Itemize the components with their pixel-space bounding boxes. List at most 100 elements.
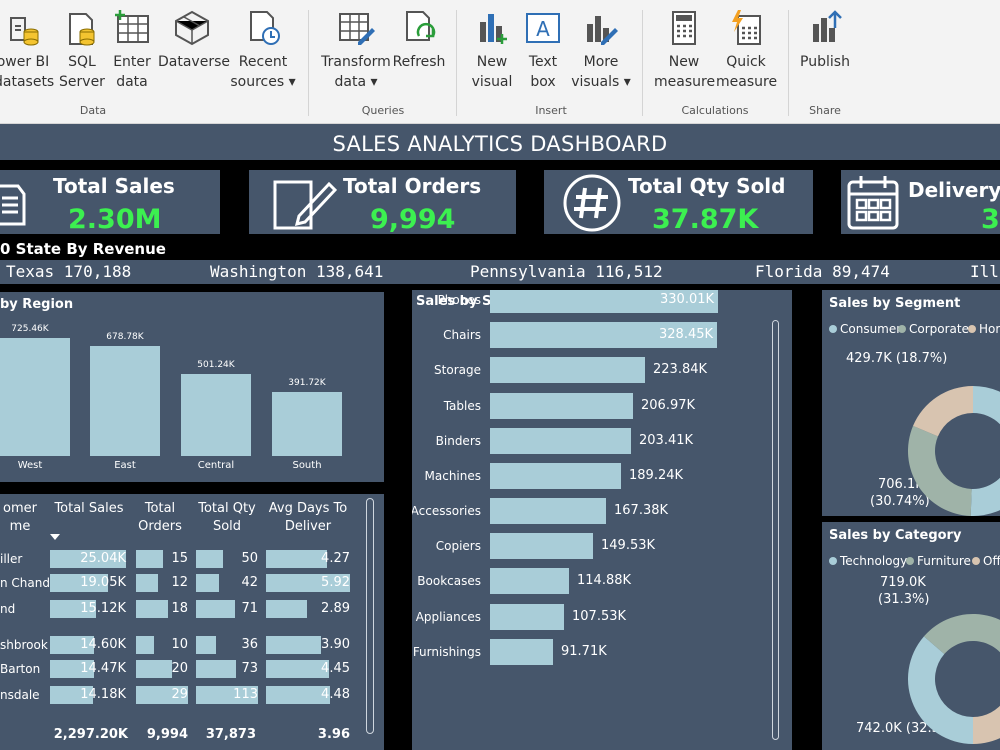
sales-by-category-chart[interactable]: Sales by Category Technology Furniture O… [822, 522, 1000, 750]
dataverse-icon [172, 8, 212, 48]
more-visuals-button[interactable]: More visuals ▾ [568, 8, 634, 92]
legend-office-supplies[interactable]: Offi [972, 554, 1000, 568]
sql-server-button[interactable]: SQL Server [58, 8, 106, 92]
data-label: 114.88K [577, 568, 631, 594]
ticker-item: Ill [970, 260, 999, 284]
data-label: 501.24K [176, 360, 256, 370]
more-visuals-label-1: More [568, 52, 634, 72]
donut-slice[interactable] [973, 654, 1000, 744]
column-header[interactable]: omer me [0, 500, 60, 536]
kpi-total-sales-label: Total Sales [53, 174, 175, 198]
recent-sources-button[interactable]: Recent sources ▾ [230, 8, 296, 92]
cell-value: 42 [196, 574, 258, 592]
dashboard-title: SALES ANALYTICS DASHBOARD [0, 124, 1000, 160]
legend-consumer[interactable]: Consumer [829, 322, 901, 336]
state-revenue-title: 0 State By Revenue [0, 238, 1000, 260]
bar-west[interactable] [0, 338, 70, 456]
customer-table[interactable]: omer me Total Sales Total Orders Total Qty Sol… [0, 494, 384, 750]
kpi-total-sales[interactable]: Total Sales 2.30M [0, 170, 220, 234]
column-header[interactable]: Avg Days To Deliver [262, 500, 354, 536]
quick-measure-label-1: Quick [716, 52, 776, 72]
data-label: 330.01K [660, 290, 714, 313]
kpi-total-qty-sold[interactable]: Total Qty Sold 37.87K [544, 170, 813, 234]
ticker-item: Texas 170,188 [6, 260, 131, 284]
ribbon-toolbar: ower BI datasets SQL Server Enter data D… [0, 0, 1000, 124]
more-visuals-icon [581, 8, 621, 48]
power-bi-datasets-button[interactable]: ower BI datasets [0, 8, 52, 92]
table-scrollbar[interactable] [366, 498, 374, 734]
sql-server-label-2: Server [58, 72, 106, 92]
cell-value: 36 [196, 636, 258, 654]
bar-bookcases[interactable] [490, 568, 569, 594]
bar-south[interactable] [272, 392, 342, 456]
legend-home-office[interactable]: Hom [968, 322, 1000, 336]
axis-label: Binders [412, 428, 481, 454]
legend-label: Offi [983, 554, 1000, 568]
enter-data-button[interactable]: Enter data [108, 8, 156, 92]
bar-east[interactable] [90, 346, 160, 456]
bar-tables[interactable] [490, 393, 633, 419]
data-label: 223.84K [653, 357, 707, 383]
data-label: 719.0K [880, 574, 926, 591]
sales-by-subcategory-chart[interactable]: Sales by Sub-Category Phones330.01KChair… [412, 290, 792, 750]
quick-measure-button[interactable]: Quick measure [716, 8, 776, 92]
donut-slice[interactable] [908, 426, 972, 516]
sales-by-region-chart[interactable]: by Region 725.46K West 678.78K East 501.24K C… [0, 292, 384, 482]
text-box-button[interactable]: A Text box [520, 8, 566, 92]
order-form-icon [271, 176, 337, 230]
legend-furniture[interactable]: Furniture [906, 554, 971, 568]
text-box-icon: A [523, 8, 563, 48]
total-value: 37,873 [196, 726, 256, 744]
publish-icon [805, 8, 845, 48]
ribbon-divider [788, 10, 789, 116]
ribbon-divider [642, 10, 643, 116]
sort-arrow-icon[interactable] [50, 534, 60, 540]
bar-machines[interactable] [490, 463, 621, 489]
donut-slice[interactable] [971, 386, 1000, 516]
segment-donut [908, 386, 1000, 516]
new-measure-button[interactable]: New measure [654, 8, 714, 92]
transform-data-button[interactable]: Transform data ▾ [320, 8, 392, 92]
total-value: 9,994 [136, 726, 188, 744]
legend-corporate[interactable]: Corporate [898, 322, 969, 336]
data-label: 167.38K [614, 498, 668, 524]
bar-binders[interactable] [490, 428, 631, 454]
hashtag-icon [560, 174, 624, 232]
axis-label: West [0, 460, 70, 471]
column-header[interactable]: Total Orders [130, 500, 190, 536]
refresh-button[interactable]: Refresh [392, 8, 446, 72]
bar-appliances[interactable] [490, 604, 564, 630]
bar-furnishings[interactable] [490, 639, 553, 665]
kpi-total-orders[interactable]: Total Orders 9,994 [249, 170, 516, 234]
quick-measure-label-2: measure [716, 72, 776, 92]
kpi-delivery-label: Delivery [908, 178, 1000, 202]
column-header[interactable]: Total Sales [52, 500, 126, 518]
kpi-delivery[interactable]: Delivery 3 [841, 170, 1000, 234]
bar-copiers[interactable] [490, 533, 593, 559]
chart-title: Sales by Category [829, 528, 961, 543]
bar-central[interactable] [181, 374, 251, 456]
legend-label: Corporate [909, 322, 969, 336]
cell-value: 50 [196, 550, 258, 568]
donut-slice[interactable] [913, 386, 973, 436]
cell-value: 29 [136, 686, 188, 704]
legend-dot [906, 557, 914, 565]
donut-slice[interactable] [908, 636, 973, 744]
bar-accessories[interactable] [490, 498, 606, 524]
calendar-icon [845, 174, 901, 232]
state-revenue-ticker[interactable]: Texas 170,188 Washington 138,641 Pennsyl… [0, 260, 1000, 284]
new-visual-label-1: New [468, 52, 516, 72]
dataverse-button[interactable]: Dataverse [158, 8, 226, 72]
sales-by-segment-chart[interactable]: Sales by Segment Consumer Corporate Hom … [822, 290, 1000, 516]
bar-storage[interactable] [490, 357, 645, 383]
chart-scrollbar[interactable] [772, 320, 779, 740]
publish-button[interactable]: Publish [798, 8, 852, 72]
legend-technology[interactable]: Technology [829, 554, 907, 568]
legend-dot [968, 325, 976, 333]
publish-label: Publish [798, 52, 852, 72]
legend-label: Furniture [917, 554, 971, 568]
cell-value: 20 [136, 660, 188, 678]
new-visual-button[interactable]: New visual [468, 8, 516, 92]
data-label: (31.3%) [878, 591, 929, 608]
column-header[interactable]: Total Qty Sold [192, 500, 262, 536]
